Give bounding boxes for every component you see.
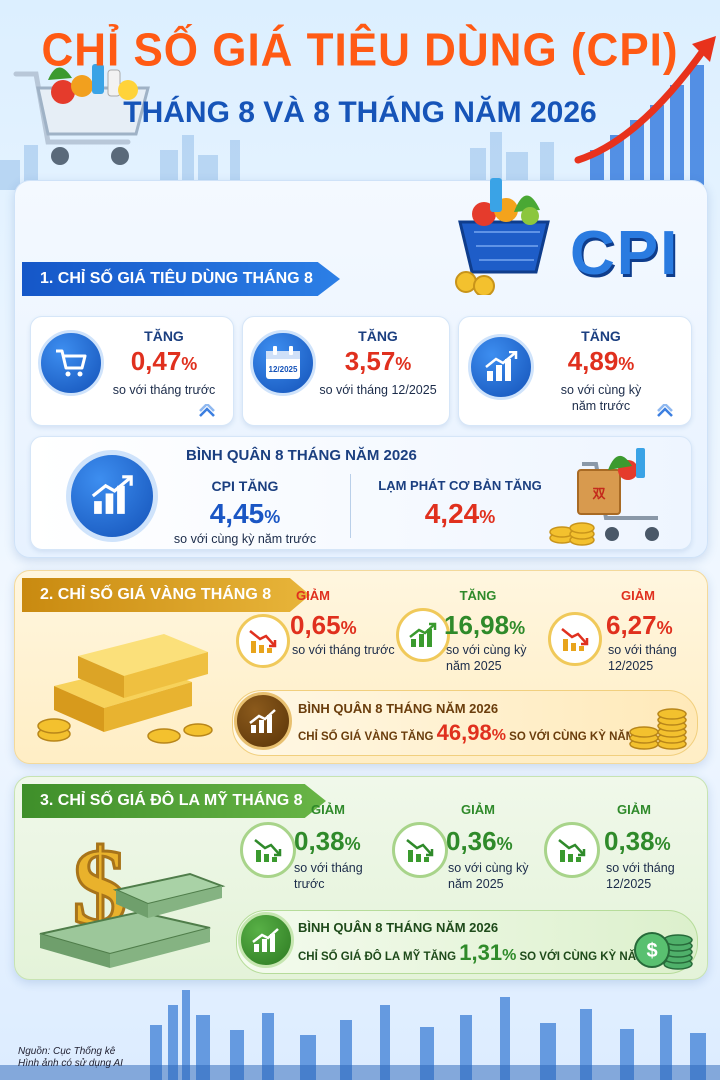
cpi-card-december-icon-circle: 12/2025 xyxy=(250,330,316,396)
usd-item-month-value: 0,38% xyxy=(294,826,361,856)
gold-item-december-icon-circle xyxy=(548,612,602,666)
chart-down-icon xyxy=(406,839,434,862)
cpi-card-yoy-icon-circle xyxy=(468,334,534,400)
usd-item-yoy-desc: so với cùng kỳ năm 2025 xyxy=(448,861,529,891)
shopping-trolley-illustration: 双 xyxy=(549,448,659,546)
cpi-average-value: 4,45% xyxy=(209,498,281,529)
cpi-card-month-desc: so với tháng trước xyxy=(112,383,216,397)
rising-chart-illustration xyxy=(574,36,716,185)
chart-up-icon xyxy=(249,709,276,733)
cpi-card-yoy-label: TĂNG xyxy=(581,328,621,344)
cpi-card-month-value: 0,47% xyxy=(130,346,198,376)
cpi-average-desc: so với cùng kỳ năm trước xyxy=(173,532,317,546)
gold-coins-stack-illustration xyxy=(629,708,687,750)
chevron-up-icon xyxy=(199,404,215,417)
cpi-average-label: CPI TĂNG xyxy=(211,478,279,494)
grocery-basket-illustration xyxy=(455,178,550,295)
cpi-card-yoy-value: 4,89% xyxy=(567,346,635,376)
gold-average-text: CHỈ SỐ GIÁ VÀNG TĂNG 46,98% SO VỚI CÙNG … xyxy=(298,720,682,745)
usd-item-yoy-value: 0,36% xyxy=(446,826,513,856)
gold-item-yoy-label: TĂNG xyxy=(459,588,497,603)
usd-item-yoy-label: GIẢM xyxy=(461,802,495,817)
usd-item-month-label: GIẢM xyxy=(311,802,345,817)
chart-down-icon xyxy=(249,630,277,653)
usd-average-card xyxy=(236,910,698,974)
core-inflation-value: 4,24% xyxy=(424,498,496,529)
usd-section-banner: 3. CHỈ SỐ GIÁ ĐÔ LA MỸ THÁNG 8 xyxy=(22,784,326,818)
cpi-card-december-desc: so với tháng 12/2025 xyxy=(319,383,437,397)
cpi-card-yoy-desc: so với cùng kỳ năm trước xyxy=(560,383,642,413)
core-inflation-label: LẠM PHÁT CƠ BẢN TĂNG xyxy=(378,478,542,493)
calendar-icon: 12/2025 xyxy=(266,346,300,379)
gold-section-banner: 2. CHỈ SỐ GIÁ VÀNG THÁNG 8 xyxy=(22,578,310,612)
gold-item-yoy-icon-circle xyxy=(396,608,450,662)
svg-text:12/2025: 12/2025 xyxy=(269,365,298,374)
chart-up-icon xyxy=(409,622,437,647)
gold-item-month-value: 0,65% xyxy=(290,610,357,640)
green-dollar-coins-illustration: $ xyxy=(634,932,693,970)
cpi-logo: CPI xyxy=(570,219,680,288)
gold-item-yoy-value: 16,98% xyxy=(444,610,526,640)
chart-up-icon xyxy=(485,351,518,381)
usd-item-december-label: GIẢM xyxy=(617,802,651,817)
chart-down-icon xyxy=(558,839,586,862)
usd-item-december-icon-circle xyxy=(544,822,600,878)
footer-note: Nguồn: Cục Thống kê Hình ảnh có sử dụng … xyxy=(18,1046,123,1070)
chart-up-icon xyxy=(252,928,279,952)
gold-bars-illustration xyxy=(37,634,213,744)
gold-item-december-value: 6,27% xyxy=(606,610,673,640)
gold-item-month-icon-circle xyxy=(236,614,290,668)
source-text: Nguồn: Cục Thống kê xyxy=(18,1046,116,1057)
cpi-card-month-label: TĂNG xyxy=(144,328,184,344)
usd-average-icon-circle xyxy=(238,912,294,968)
chart-up-icon xyxy=(91,475,133,514)
gold-item-month-desc: so với tháng trước xyxy=(292,643,395,657)
cpi-section-banner: 1. CHỈ SỐ GIÁ TIÊU DÙNG THÁNG 8 xyxy=(22,262,340,296)
usd-item-december-desc: so với tháng 12/2025 xyxy=(606,861,675,891)
cpi-average-title: BÌNH QUÂN 8 THÁNG NĂM 2026 xyxy=(186,447,417,464)
gold-item-yoy-desc: so với cùng kỳ năm 2025 xyxy=(446,643,527,673)
skyline-decoration xyxy=(0,990,720,1080)
cpi-card-december-label: TĂNG xyxy=(358,328,398,344)
gold-item-month-label: GIẢM xyxy=(296,588,330,603)
divider xyxy=(350,474,351,538)
usd-item-month-desc: so với tháng trước xyxy=(294,861,363,891)
usd-average-title: BÌNH QUÂN 8 THÁNG NĂM 2026 xyxy=(298,920,499,935)
dollar-cash-illustration: $ xyxy=(39,825,226,968)
usd-item-december-value: 0,38% xyxy=(604,826,671,856)
page-subtitle: THÁNG 8 VÀ 8 THÁNG NĂM 2026 xyxy=(123,96,597,129)
page-title: CHỈ SỐ GIÁ TIÊU DÙNG (CPI) xyxy=(41,24,679,77)
gold-average-title: BÌNH QUÂN 8 THÁNG NĂM 2026 xyxy=(298,701,499,716)
gold-average-card xyxy=(232,690,698,756)
svg-text:双: 双 xyxy=(592,486,605,501)
cart-icon xyxy=(56,349,87,377)
svg-text:$: $ xyxy=(646,940,657,962)
cpi-average-icon-circle xyxy=(66,450,158,542)
usd-item-yoy-icon-circle xyxy=(392,822,448,878)
gold-item-december-desc: so với tháng 12/2025 xyxy=(608,643,677,673)
shopping-cart-illustration xyxy=(13,64,150,165)
gold-item-december-label: GIẢM xyxy=(621,588,655,603)
chevron-up-icon xyxy=(657,404,673,417)
cpi-card-december-value: 3,57% xyxy=(344,346,412,376)
cpi-card-month-icon-circle xyxy=(38,330,104,396)
gold-average-icon-circle xyxy=(234,692,292,750)
usd-item-month-icon-circle xyxy=(240,822,296,878)
chart-down-icon xyxy=(561,628,589,651)
chart-down-icon xyxy=(254,839,282,862)
ai-note-text: Hình ảnh có sử dụng AI xyxy=(18,1058,123,1069)
